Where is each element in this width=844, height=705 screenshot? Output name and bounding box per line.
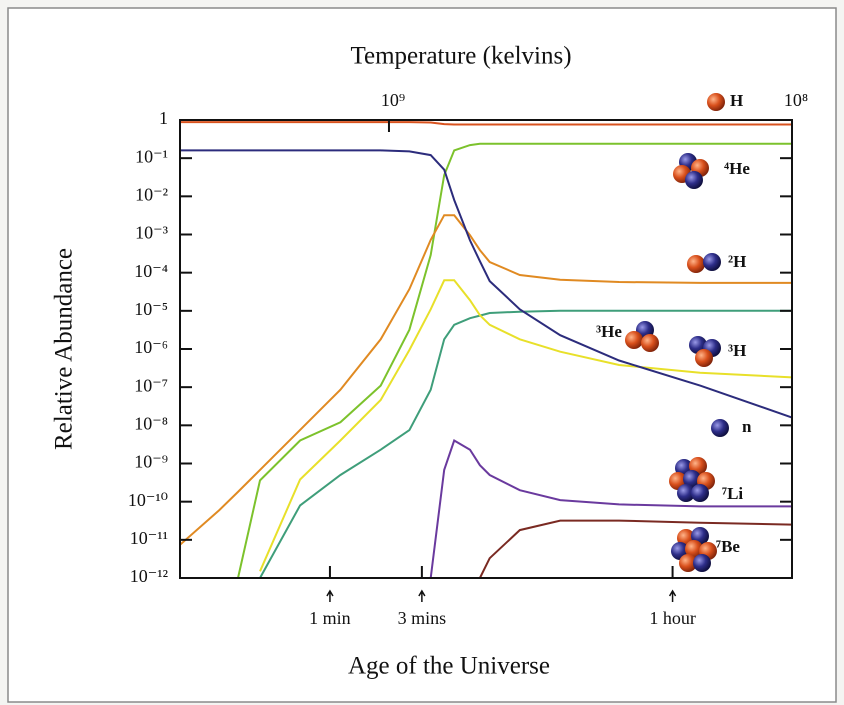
y-tick-label: 1 bbox=[159, 108, 168, 128]
nucleon-icon bbox=[707, 93, 725, 111]
y-tick-label: 10⁻¹¹ bbox=[130, 528, 168, 548]
legend-label: n bbox=[742, 417, 752, 436]
y-tick-label: 10⁻¹² bbox=[130, 566, 168, 586]
nucleon-icon bbox=[685, 171, 703, 189]
x2-tick-label: 10⁹ bbox=[381, 90, 405, 110]
nucleon-icon bbox=[695, 349, 713, 367]
legend-label: ⁷Li bbox=[722, 484, 743, 503]
nucleon-icon bbox=[711, 419, 729, 437]
y-tick-label: 10⁻⁸ bbox=[134, 413, 168, 433]
x2-tick-label: 10⁸ bbox=[784, 90, 808, 110]
nucleon-icon bbox=[693, 554, 711, 572]
legend-label: ²H bbox=[728, 252, 746, 271]
legend-label: ³He bbox=[596, 322, 622, 341]
nucleon-icon bbox=[687, 255, 705, 273]
y-tick-label: 10⁻² bbox=[135, 184, 168, 204]
legend-label: ⁷Be bbox=[716, 537, 740, 556]
y-tick-label: 10⁻⁷ bbox=[134, 375, 168, 395]
y-tick-label: 10⁻⁹ bbox=[134, 452, 168, 472]
legend-label: H bbox=[730, 91, 743, 110]
y-tick-label: 10⁻⁴ bbox=[134, 261, 168, 281]
chart: Temperature (kelvins) Age of the Univers… bbox=[0, 0, 844, 705]
y-tick-label: 10⁻⁶ bbox=[134, 337, 168, 357]
x-tick-label: 1 min bbox=[309, 608, 351, 628]
legend-label: ³H bbox=[728, 341, 746, 360]
nucleon-icon bbox=[625, 331, 643, 349]
x-axis-label: Age of the Universe bbox=[348, 653, 550, 680]
y-tick-label: 10⁻¹⁰ bbox=[128, 490, 168, 510]
legend-label: ⁴He bbox=[724, 159, 750, 178]
nucleon-icon bbox=[691, 484, 709, 502]
top-axis-label: Temperature (kelvins) bbox=[350, 43, 571, 70]
y-tick-label: 10⁻³ bbox=[135, 223, 169, 243]
y-tick-label: 10⁻¹ bbox=[135, 146, 168, 166]
y-axis-label: Relative Abundance bbox=[51, 248, 78, 450]
x-tick-label: 1 hour bbox=[649, 608, 696, 628]
nucleon-icon bbox=[641, 334, 659, 352]
nucleon-icon bbox=[703, 253, 721, 271]
x-tick-label: 3 mins bbox=[398, 608, 447, 628]
y-tick-label: 10⁻⁵ bbox=[134, 299, 168, 319]
